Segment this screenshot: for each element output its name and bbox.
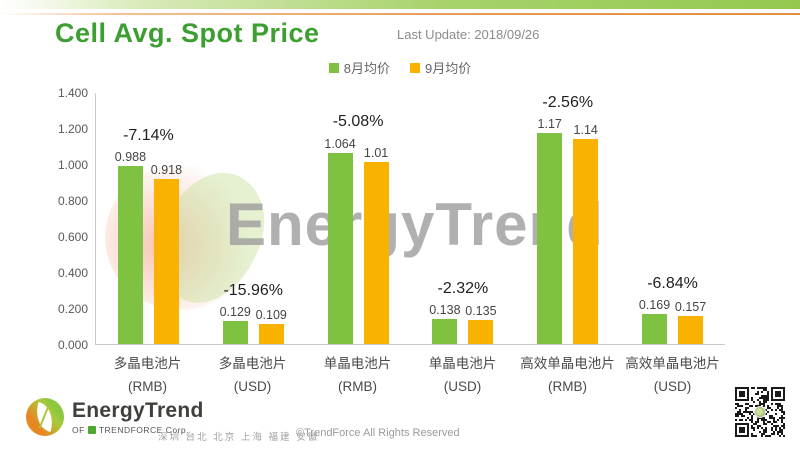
bar-group: 0.988 0.918 -7.14%	[96, 93, 201, 344]
category-label: 单晶电池片 (RMB)	[305, 352, 410, 398]
category-name: 高效单晶电池片	[625, 356, 720, 371]
pct-change-label: -6.84%	[647, 274, 698, 292]
bar-august: 0.169	[639, 298, 670, 344]
bar-august: 0.129	[220, 305, 251, 344]
office-cities: 深圳 台北 北京 上海 福建 安徽	[158, 432, 320, 443]
bar-group: 0.138 0.135 -2.32%	[410, 93, 515, 344]
trendforce-icon	[87, 426, 96, 434]
bar-september: 0.918	[151, 163, 182, 344]
category-unit: (RMB)	[128, 379, 167, 394]
legend-label-august: 8月均价	[343, 61, 390, 76]
qr-center-logo	[754, 406, 766, 418]
category-label: 多晶电池片 (RMB)	[95, 352, 200, 398]
category-label: 高效单晶电池片 (USD)	[620, 352, 725, 398]
category-name: 单晶电池片	[323, 356, 392, 371]
category-unit: (RMB)	[338, 379, 377, 394]
bar-value-label: 0.129	[219, 304, 251, 319]
pct-change-label: -7.14%	[123, 127, 174, 145]
category-label: 高效单晶电池片 (RMB)	[515, 352, 620, 398]
top-green-bar	[0, 0, 800, 9]
bar-value-label: 0.135	[465, 303, 497, 318]
bar-august: 0.138	[429, 303, 461, 344]
y-axis-tick-label: 0.600	[57, 230, 88, 244]
category-label: 单晶电池片 (USD)	[410, 352, 515, 398]
bar-value-label: 1.064	[324, 136, 356, 151]
energytrend-leaf-icon	[26, 398, 64, 436]
bar-value-label: 1.01	[363, 146, 389, 161]
top-orange-line	[0, 13, 800, 15]
pct-change-label: -5.08%	[332, 113, 384, 131]
leaf-shape	[32, 402, 57, 432]
bar-september: 1.01	[363, 146, 389, 344]
logo-sub-brand: TRENDFORCE Corp.	[98, 425, 189, 435]
pct-change-label: -2.32%	[437, 280, 489, 298]
y-axis-tick-label: 1.000	[57, 158, 88, 172]
y-axis-tick-label: 0.400	[57, 266, 88, 280]
pct-change-label: -15.96%	[223, 281, 284, 299]
bar-september: 1.14	[573, 123, 599, 344]
chart-legend: 8月均价 9月均价	[0, 58, 800, 77]
y-axis-tick-label: 0.000	[57, 338, 88, 352]
bar-group: 0.169 0.157 -6.84%	[620, 93, 725, 344]
pct-change-label: -2.56%	[542, 94, 594, 112]
bar-value-label: 0.988	[114, 150, 147, 165]
qr-code	[731, 383, 789, 441]
x-axis-category-labels: 多晶电池片 (RMB) 多晶电池片 (USD) 单晶电池片 (RMB) 单晶电池片 (USD)…	[95, 352, 725, 398]
energytrend-logo: EnergyTrend OF TRENDFORCE Corp.	[26, 398, 204, 436]
page-title: Cell Avg. Spot Price	[55, 18, 320, 48]
category-unit: (USD)	[653, 379, 692, 394]
logo-subtitle: OF TRENDFORCE Corp.	[72, 425, 204, 435]
category-unit: (USD)	[443, 379, 482, 394]
category-name: 多晶电池片	[218, 356, 287, 371]
category-name: 多晶电池片	[113, 356, 182, 371]
bar-august: 1.064	[324, 137, 356, 344]
category-unit: (RMB)	[548, 379, 587, 394]
logo-wordmark: EnergyTrend	[72, 399, 204, 422]
last-update-text: Last Update: 2018/09/26	[397, 27, 540, 42]
category-name: 单晶电池片	[428, 356, 497, 371]
legend-swatch-september	[410, 62, 420, 73]
bar-september: 0.135	[465, 304, 497, 344]
bar-value-label: 0.157	[674, 299, 707, 314]
y-axis-tick-label: 1.200	[57, 122, 88, 136]
legend-item-september: 9月均价	[410, 58, 471, 77]
category-unit: (USD)	[233, 379, 272, 394]
bar-september: 0.109	[256, 308, 287, 344]
bar-august: 1.17	[537, 117, 563, 344]
y-axis-tick-label: 0.800	[57, 194, 88, 208]
legend-swatch-august	[328, 62, 339, 73]
y-axis-tick-label: 1.400	[57, 86, 88, 100]
bar-value-label: 0.138	[429, 303, 461, 318]
category-name: 高效单晶电池片	[520, 356, 615, 371]
bar-value-label: 1.17	[537, 117, 562, 132]
bar-value-label: 0.109	[255, 308, 287, 323]
bar-september: 0.157	[675, 300, 706, 344]
copyright-text: ©TrendForce All Rights Reserved	[296, 427, 460, 439]
bar-chart-plot-area: 0.988 0.918 -7.14% 0.129 0.109 -15.96% 1.064 1.…	[95, 93, 725, 345]
logo-sub-prefix: OF	[72, 425, 85, 435]
bar-group: 1.17 1.14 -2.56%	[515, 93, 620, 344]
y-axis-tick-label: 0.200	[57, 302, 88, 316]
legend-label-september: 9月均价	[425, 61, 472, 76]
bar-value-label: 0.169	[638, 297, 671, 312]
legend-item-august: 8月均价	[328, 58, 390, 77]
bar-group: 0.129 0.109 -15.96%	[201, 93, 306, 344]
category-label: 多晶电池片 (USD)	[200, 352, 305, 398]
bar-group: 1.064 1.01 -5.08%	[306, 93, 411, 344]
bar-august: 0.988	[115, 150, 146, 344]
bar-value-label: 0.918	[150, 162, 183, 177]
bar-value-label: 1.14	[573, 122, 598, 137]
